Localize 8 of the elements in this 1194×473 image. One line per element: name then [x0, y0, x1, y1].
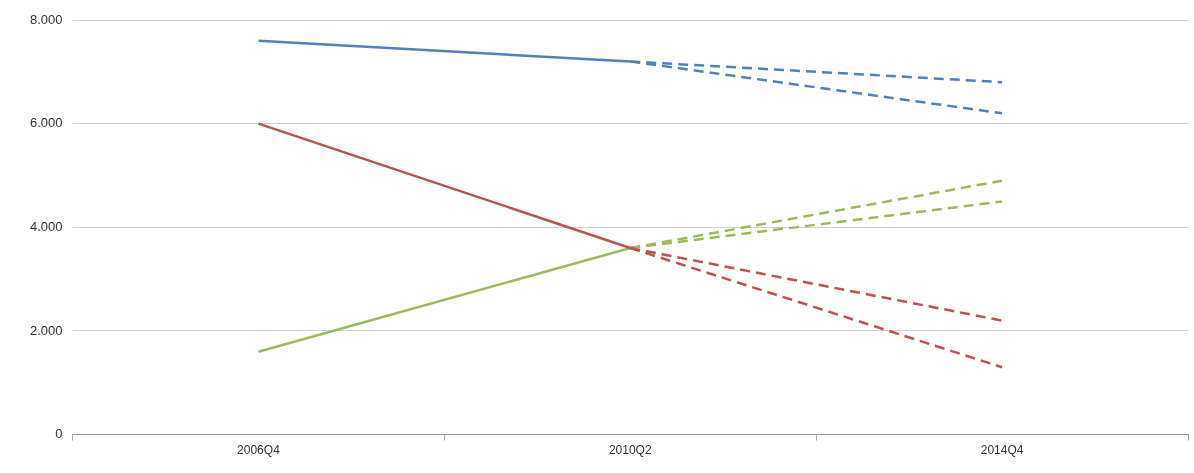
y-tick-label: 0 — [55, 426, 63, 442]
x-tick-label: 2010Q2 — [608, 443, 652, 458]
y-tick-label: 4.000 — [29, 218, 63, 234]
y-tick-label: 2.000 — [29, 322, 63, 338]
y-tick-label: 6.000 — [29, 115, 63, 131]
x-tick-label: 2006Q4 — [237, 443, 281, 458]
x-tick-label: 2014Q4 — [980, 443, 1024, 458]
y-tick-label: 8.000 — [29, 11, 63, 27]
